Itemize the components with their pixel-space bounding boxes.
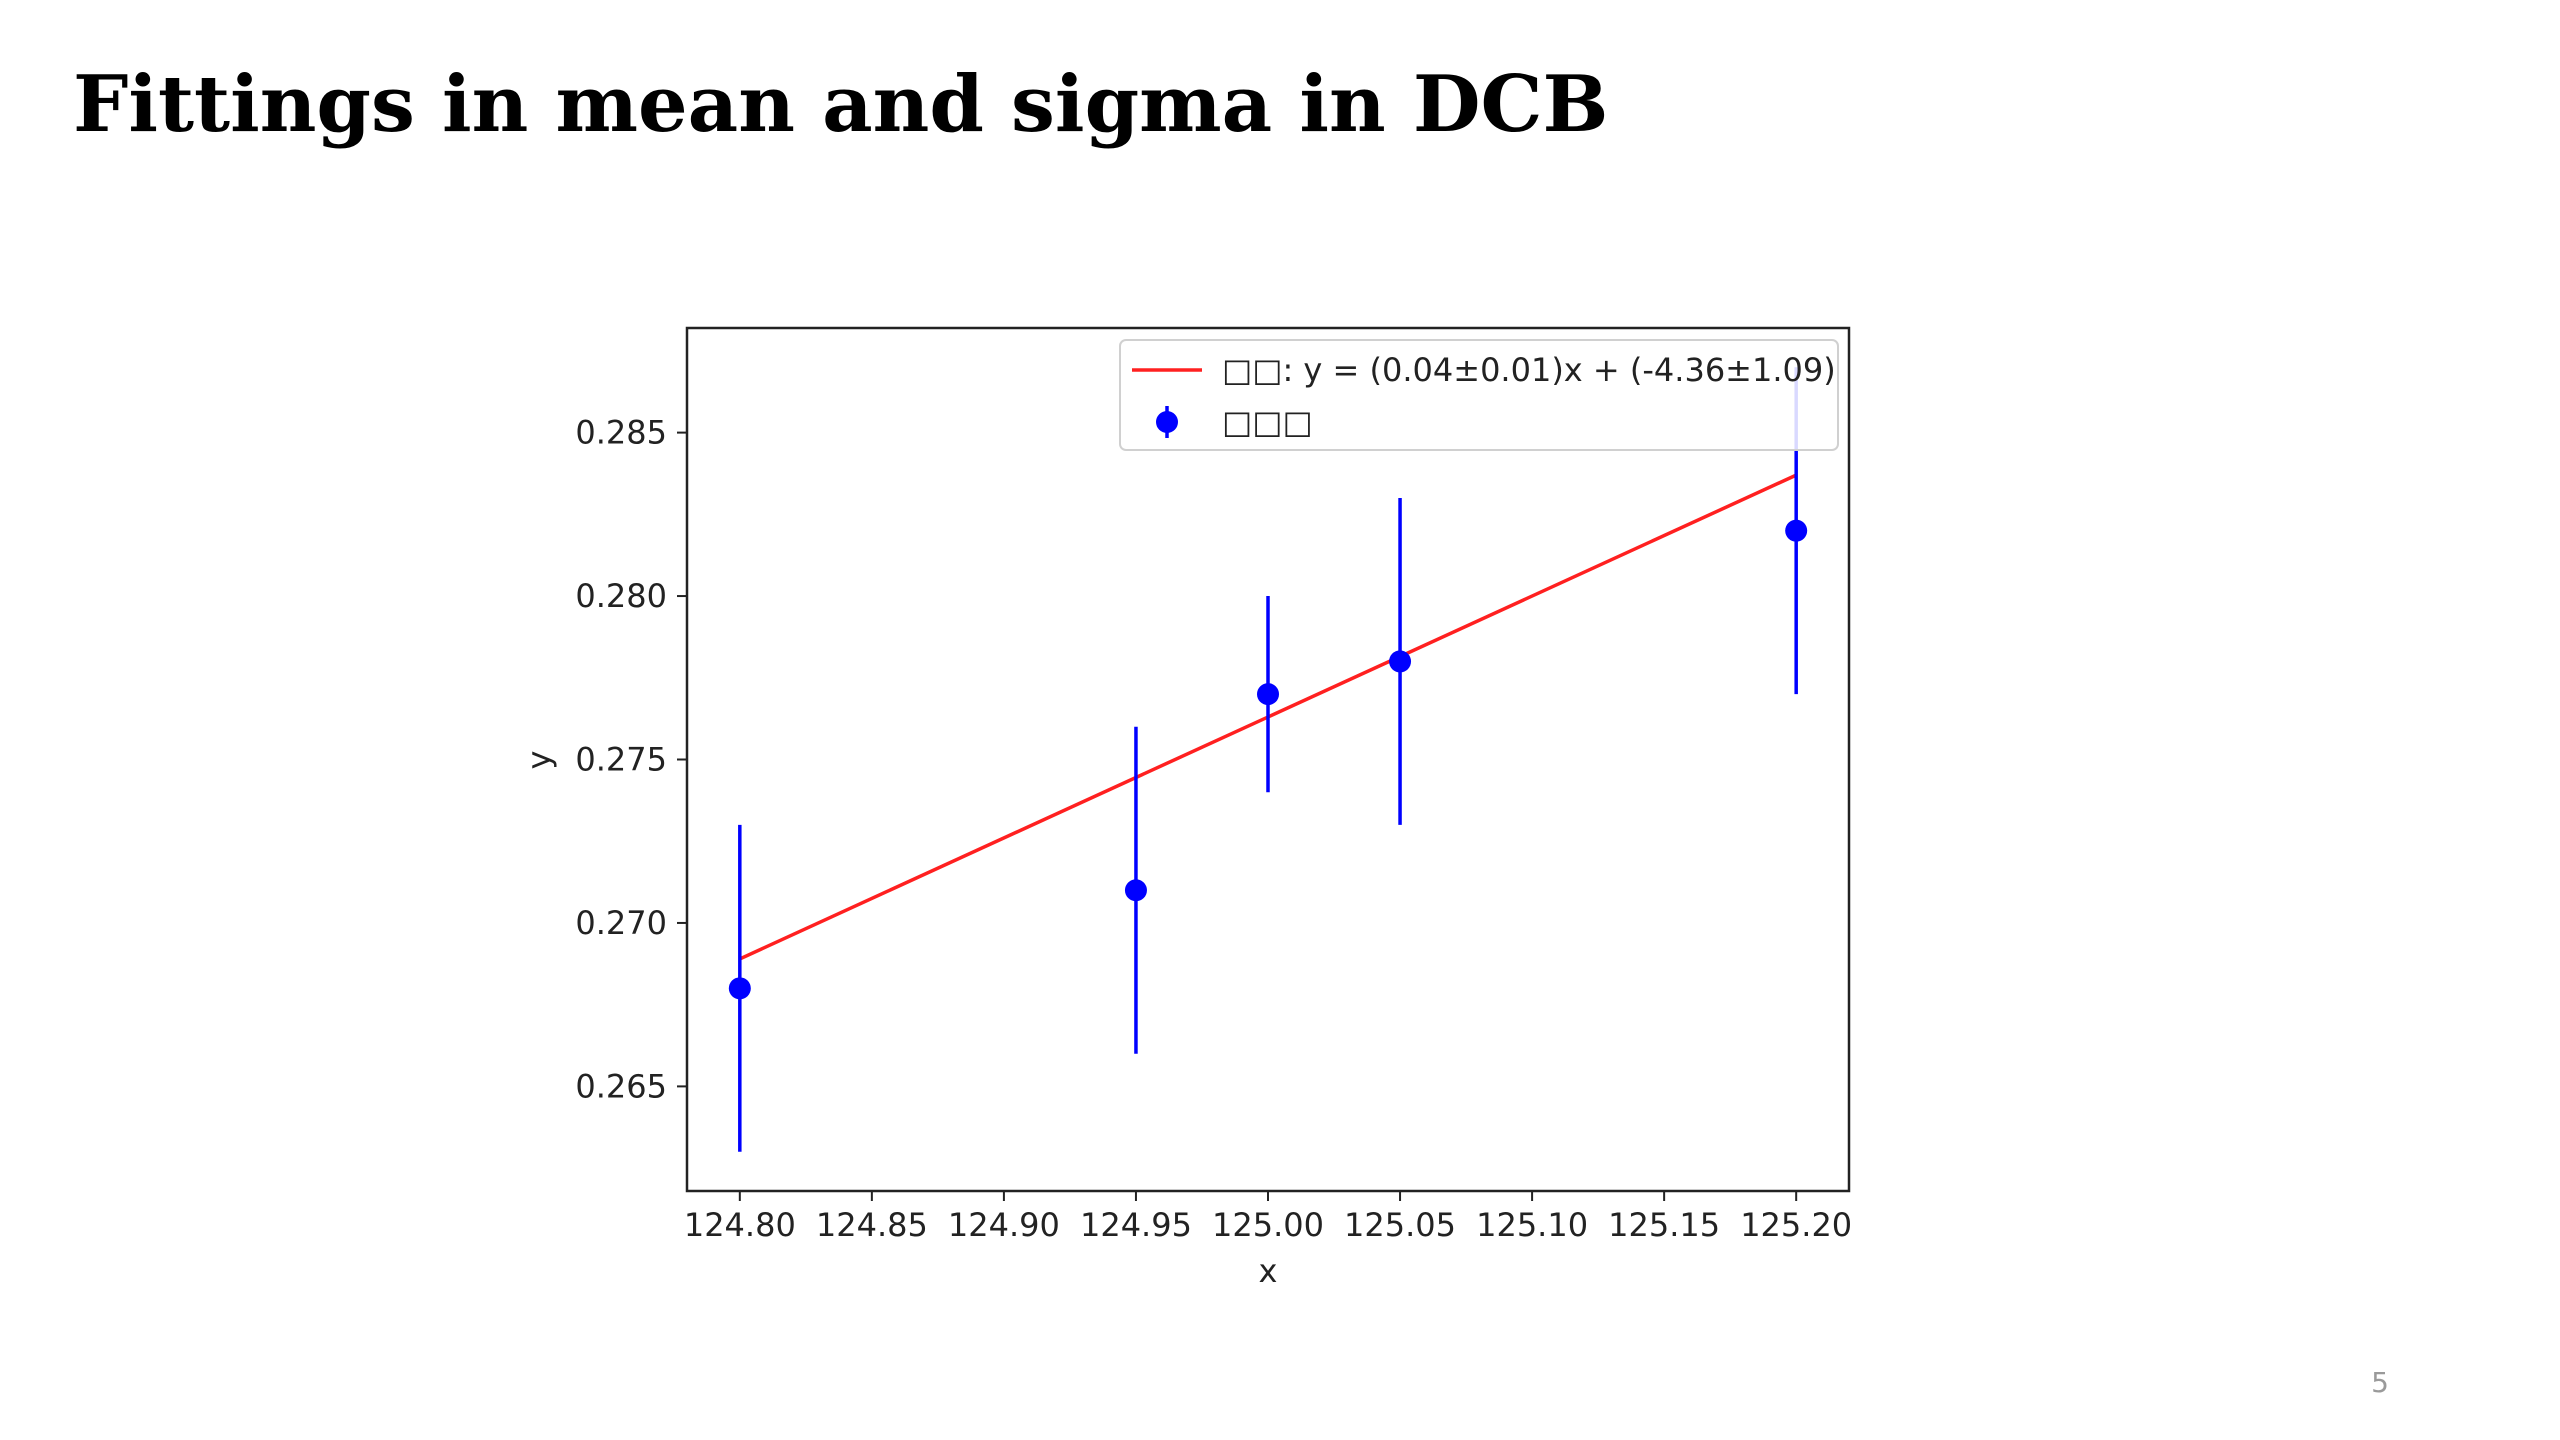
data-point bbox=[1389, 650, 1412, 673]
x-tick-label: 125.10 bbox=[1476, 1206, 1588, 1244]
series-layer bbox=[728, 367, 1808, 1152]
x-tick-label: 125.00 bbox=[1212, 1206, 1324, 1244]
data-point bbox=[728, 977, 751, 1000]
y-tick-label: 0.265 bbox=[575, 1067, 667, 1105]
page-number: 5 bbox=[2371, 1366, 2389, 1399]
legend-box bbox=[1119, 339, 1839, 451]
y-tick-label: 0.280 bbox=[575, 577, 667, 615]
slide-title: Fittings in mean and sigma in DCB bbox=[73, 59, 1609, 150]
x-tick-label: 124.95 bbox=[1080, 1206, 1192, 1244]
legend: □□: y = (0.04±0.01)x + (-4.36±1.09) □□□ bbox=[1119, 339, 1839, 451]
y-tick-label: 0.285 bbox=[575, 414, 667, 452]
y-tick-label: 0.270 bbox=[575, 904, 667, 942]
y-axis-label: y bbox=[520, 751, 558, 770]
data-point bbox=[1124, 879, 1147, 902]
x-tick-label: 124.85 bbox=[816, 1206, 928, 1244]
x-tick-label: 124.80 bbox=[684, 1206, 796, 1244]
x-tick-label: 125.20 bbox=[1740, 1206, 1852, 1244]
x-tick-label: 125.15 bbox=[1608, 1206, 1720, 1244]
legend-point-swatch bbox=[1156, 411, 1178, 433]
x-axis: 124.80 124.85 124.90 124.95 125.00 125.05 125.… bbox=[684, 1191, 1852, 1244]
data-point bbox=[1257, 683, 1279, 706]
data-point bbox=[1785, 519, 1808, 542]
y-axis: 0.265 0.270 0.275 0.280 0.285 bbox=[575, 414, 687, 1105]
x-tick-label: 124.90 bbox=[948, 1206, 1060, 1244]
x-tick-label: 125.05 bbox=[1344, 1206, 1456, 1244]
x-axis-label: x bbox=[1259, 1252, 1278, 1290]
legend-entry-fit: □□: y = (0.04±0.01)x + (-4.36±1.09) bbox=[1222, 351, 1836, 389]
y-tick-label: 0.275 bbox=[575, 741, 667, 779]
fit-chart: 124.80 124.85 124.90 124.95 125.00 125.05 125.… bbox=[520, 326, 1852, 1290]
legend-entry-data: □□□ bbox=[1222, 403, 1313, 441]
